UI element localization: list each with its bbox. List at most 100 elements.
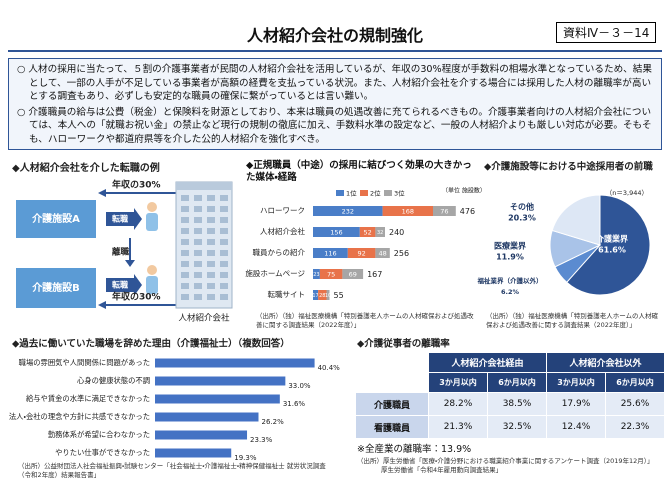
window	[207, 283, 215, 289]
bar	[155, 412, 259, 422]
window	[220, 283, 228, 289]
arrow-head	[98, 189, 106, 197]
person	[147, 265, 157, 275]
legend-swatch	[360, 190, 368, 196]
bar	[155, 358, 315, 368]
category-label: 施設ホームページ	[245, 268, 305, 278]
person	[146, 276, 158, 294]
table-cell: 22.3%	[605, 415, 665, 439]
agency-label: 人材紹介会社	[178, 313, 230, 324]
slice-value: 20.3%	[508, 214, 536, 223]
source: （出所）（独）福祉医療機構「特別養護老人ホームの人材確保および処遇改善に関する調…	[486, 312, 659, 329]
table-row: 人材紹介会社経由 人材紹介会社以外	[355, 352, 665, 393]
category-label: やりたい仕事ができなかった	[55, 448, 150, 457]
person	[146, 213, 158, 231]
table-cell: 12.4%	[546, 415, 606, 439]
window	[194, 272, 202, 278]
bar-segment	[375, 227, 385, 237]
total-label: 55	[334, 291, 344, 300]
window	[207, 272, 215, 278]
move-label: 転職	[112, 280, 128, 290]
intro-paragraph: ○ 介護職員の給与は公費（税金）と保険料を財源としており、本来は職員の処遇改善に…	[17, 106, 652, 145]
arrow-head	[98, 301, 106, 309]
window	[181, 272, 189, 278]
bar	[155, 394, 280, 404]
slice-name: 医療業界	[494, 241, 527, 251]
source-line: 厚生労働省「令和4年雇用動向調査結果」	[381, 466, 503, 474]
segment-label: 168	[402, 208, 414, 216]
fee-label: 年収の30%	[112, 179, 161, 191]
window	[181, 195, 189, 201]
slice-name: その他	[510, 202, 534, 212]
bar-segment	[313, 206, 383, 216]
segment-label: 23	[313, 272, 319, 278]
table-title: ◆介護従事者の離職率	[357, 338, 450, 350]
legend-label: 2位	[370, 189, 381, 198]
value-label: 26.2%	[261, 418, 284, 426]
person	[147, 202, 157, 212]
table-note: ※全産業の離職率：13.9%	[357, 444, 472, 455]
segment-label: 75	[327, 271, 335, 279]
window	[194, 283, 202, 289]
window	[181, 261, 189, 267]
value-label: 33.0%	[288, 382, 311, 390]
bar-title: ◆正規職員（中途）の採用に結びつく効果の大きかった媒体・経路	[246, 160, 472, 183]
table-header: 6か月以内	[605, 372, 665, 393]
pie-slice	[551, 194, 601, 246]
table-row: 介護職員 28.2% 38.5% 17.9% 25.6%	[355, 392, 665, 416]
slice-value: 61.6%	[598, 246, 626, 255]
legend-label: 3位	[394, 189, 405, 198]
facility-box	[16, 200, 96, 238]
bar	[155, 448, 232, 458]
window	[194, 228, 202, 234]
slice-name: 福祉業界（介護以外）	[477, 276, 543, 285]
window	[194, 217, 202, 223]
window	[181, 217, 189, 223]
bar-segment	[318, 290, 327, 300]
table-header: 人材紹介会社経由	[428, 352, 547, 373]
slice-name: 介護業界	[595, 234, 629, 244]
category-label: ハローワーク	[260, 206, 305, 215]
bar-segment	[313, 227, 360, 237]
window	[207, 294, 215, 300]
window	[181, 228, 189, 234]
badge: 資料Ⅳ－３－14	[556, 22, 657, 43]
segment-label: 116	[324, 250, 336, 258]
total-label: 240	[389, 228, 404, 237]
move-arrow	[106, 274, 142, 296]
fee-label: 年収の30%	[112, 291, 161, 303]
facility-box	[16, 268, 96, 308]
window	[194, 294, 202, 300]
slice-value: 6.2%	[501, 288, 520, 296]
total-label: 256	[394, 249, 409, 258]
bar-segment	[313, 290, 319, 300]
table-header: 3か月以内	[546, 372, 606, 393]
window	[220, 250, 228, 256]
window	[207, 239, 215, 245]
source: （出所）公益財団法人社会福祉振興・試験センター「社会福祉士・介護福祉士・精神保健…	[18, 462, 326, 479]
table-row: 看護職員 21.3% 32.5% 12.4% 22.3%	[355, 415, 665, 439]
window	[181, 250, 189, 256]
category-label: 心身の健康状態の不調	[77, 376, 150, 385]
segment-label: 52	[363, 229, 371, 237]
category-label: 転職サイト	[268, 289, 306, 299]
window	[220, 294, 228, 300]
bar-segment	[433, 206, 456, 216]
bar-segment	[342, 269, 364, 279]
segment-label: 32	[377, 230, 383, 236]
bar-segment	[359, 227, 376, 237]
window	[194, 206, 202, 212]
window	[220, 261, 228, 267]
category-label: 職員からの紹介	[253, 247, 306, 257]
window	[220, 195, 228, 201]
segment-label: 232	[342, 208, 354, 216]
value-label: 31.6%	[283, 400, 306, 408]
table-header: 人材紹介会社以外	[546, 352, 665, 373]
legend-swatch	[336, 190, 344, 196]
intro-box: ○ 人材の採用に当たって、５割の介護事業者が民間の人材紹介会社を活用しているが、…	[8, 58, 662, 150]
facility-label: 介護施設A	[32, 212, 80, 225]
segment-label: 156	[330, 229, 342, 237]
segment-label: 76	[440, 208, 448, 216]
building-windows	[181, 195, 228, 300]
